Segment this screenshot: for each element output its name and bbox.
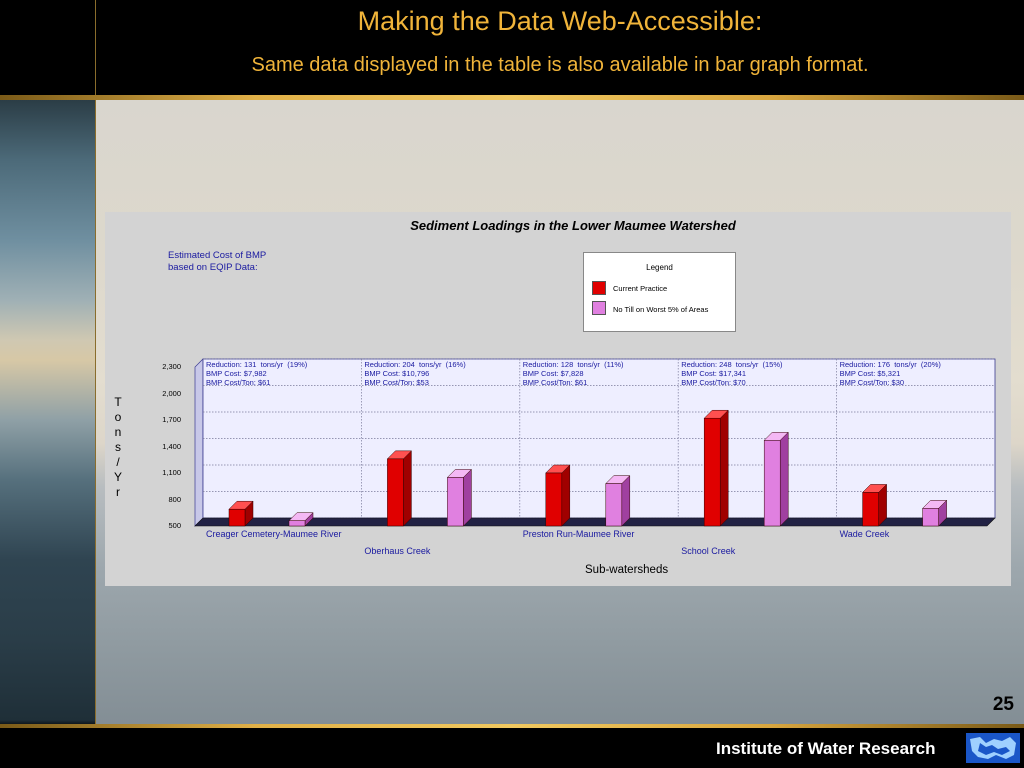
chart-panel: Sediment Loadings in the Lower Maumee Wa… [105,212,1011,586]
y-tick-label: 1,400 [162,441,181,451]
category-label: School Creek [681,546,736,556]
bar-no-till [605,483,623,527]
page-number: 25 [992,694,1014,715]
bar-side [403,450,412,527]
y-tick-label: 500 [168,521,181,530]
reduction-annotation: Reduction: 176 tons/yr (20%) BMP Cost: $… [839,360,941,387]
cost-note-line-1: Estimated Cost of BMP [168,250,267,261]
bar-side [719,409,729,527]
cost-note-line-2: based on EQIP Data: [168,262,258,273]
cost-note: Estimated Cost of BMP based on EQIP Data… [168,250,266,274]
institute-logo-icon [966,733,1020,763]
slide-header [0,0,1024,95]
y-tick-label: 1,100 [162,468,181,477]
chart-legend: Legend Current Practice No Till on Worst… [583,252,736,332]
legend-title: Legend [646,263,673,272]
footer-org-name: Institute of Water Research [716,739,936,758]
bar-current-practice [703,417,721,527]
reduction-annotation: Reduction: 204 tons/yr (16%) BMP Cost: $… [364,360,466,387]
y-tick-label: 1,700 [162,415,181,424]
bar-no-till [922,508,939,527]
bar-current-practice [387,458,404,527]
plot-left-wall [194,358,204,527]
bar-plot [194,358,996,527]
gold-rule-top [0,95,1024,100]
reduction-annotation: Reduction: 248 tons/yr (15%) BMP Cost: $… [681,360,783,387]
category-label: Wade Creek [839,529,890,539]
bar-current-practice [862,492,879,527]
legend-label-no-till: No Till on Worst 5% of Areas [613,305,709,314]
slide-footer [0,728,1024,768]
category-label: Creager Cemetery-Maumee River [206,529,342,539]
slide-title: Making the Data Web-Accessible: [357,6,763,36]
legend-label-current-practice: Current Practice [613,284,668,293]
category-label: Preston Run-Maumee River [522,529,635,539]
bar-side [463,468,472,527]
bar-current-practice [545,472,563,527]
legend-swatch-no-till [592,301,606,315]
bar-side [621,474,631,527]
y-axis-label: T o n s / Y r [113,395,122,499]
y-tick-label: 800 [168,494,181,504]
bar-no-till [447,477,464,527]
y-tick-label: 2,000 [162,388,181,398]
bar-no-till [763,440,781,527]
bar-side [779,431,789,527]
y-tick-label: 2,300 [162,362,181,371]
bar-current-practice [228,508,246,527]
reduction-annotation: Reduction: 128 tons/yr (11%) BMP Cost: $… [522,360,624,387]
chart-title: Sediment Loadings in the Lower Maumee Wa… [410,218,736,233]
left-photo-strip [0,0,95,768]
divider-line [95,0,96,768]
slide-subtitle: Same data displayed in the table is also… [251,54,869,76]
gold-rule-bottom [0,724,1024,728]
bar-side [561,464,571,527]
legend-swatch-current-practice [592,281,606,295]
reduction-annotation: Reduction: 131 tons/yr (19%) BMP Cost: $… [206,360,308,387]
category-label: Oberhaus Creek [364,546,431,556]
x-axis-label: Sub-watersheds [585,564,669,576]
bar-no-till [288,520,306,527]
